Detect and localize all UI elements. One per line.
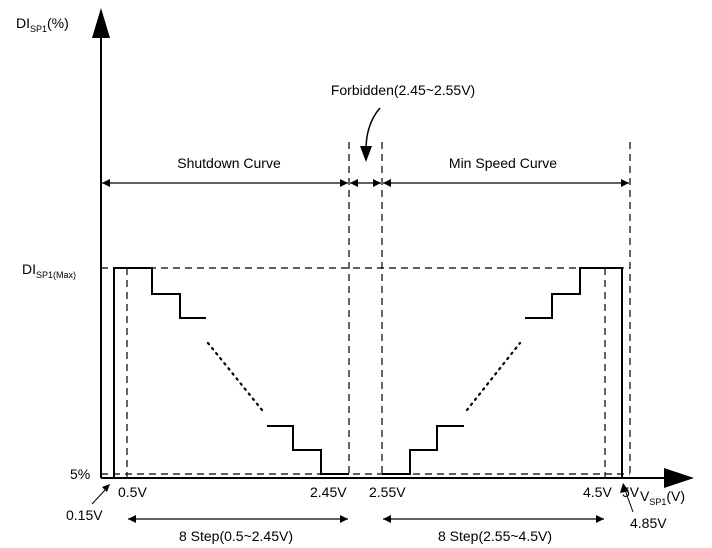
shutdown-curve-lower bbox=[267, 425, 349, 475]
tick-0-5v: 0.5V bbox=[118, 484, 147, 500]
dashed-guides bbox=[101, 142, 631, 478]
forbidden-pointer-arrowhead bbox=[360, 146, 372, 162]
tick-0-15v-pointer-head bbox=[102, 484, 110, 492]
steps-left-label: 8 Step(0.5~2.45V) bbox=[179, 528, 293, 544]
step-continuation-dots bbox=[206, 341, 522, 412]
forbidden-pointer-arrow bbox=[365, 107, 381, 151]
tick-0-15v: 0.15V bbox=[66, 507, 103, 523]
steps-right-label: 8 Step(2.55~4.5V) bbox=[438, 528, 552, 544]
tick-4-85v: 4.85V bbox=[630, 515, 667, 531]
tick-4-5v: 4.5V bbox=[583, 484, 612, 500]
y-min-label: 5% bbox=[70, 466, 90, 482]
min-speed-curve-lower bbox=[382, 425, 464, 475]
tick-4-85v-pointer bbox=[624, 489, 634, 513]
tick-4-85v-pointer-head bbox=[620, 483, 629, 493]
shutdown-curve-label: Shutdown Curve bbox=[177, 155, 281, 171]
tick-2-55v: 2.55V bbox=[369, 484, 406, 500]
curves bbox=[113, 267, 623, 478]
forbidden-label: Forbidden(2.45~2.55V) bbox=[331, 82, 475, 98]
axes bbox=[92, 8, 694, 488]
shutdown-curve bbox=[113, 267, 206, 478]
dots-left bbox=[206, 341, 264, 412]
y-max-label: DISP1(Max) bbox=[22, 261, 76, 280]
x-axis-arrowhead bbox=[664, 468, 694, 488]
tick-2-45v: 2.45V bbox=[310, 484, 347, 500]
min-speed-curve-upper bbox=[525, 267, 623, 478]
tick-0-15v-pointer bbox=[91, 488, 107, 505]
dots-right bbox=[465, 341, 522, 412]
y-axis-arrowhead bbox=[92, 8, 110, 38]
x-axis-label: VSP1(V) bbox=[640, 488, 685, 507]
y-axis-label: DISP1(%) bbox=[16, 15, 69, 34]
min-speed-curve-label: Min Speed Curve bbox=[449, 155, 557, 171]
